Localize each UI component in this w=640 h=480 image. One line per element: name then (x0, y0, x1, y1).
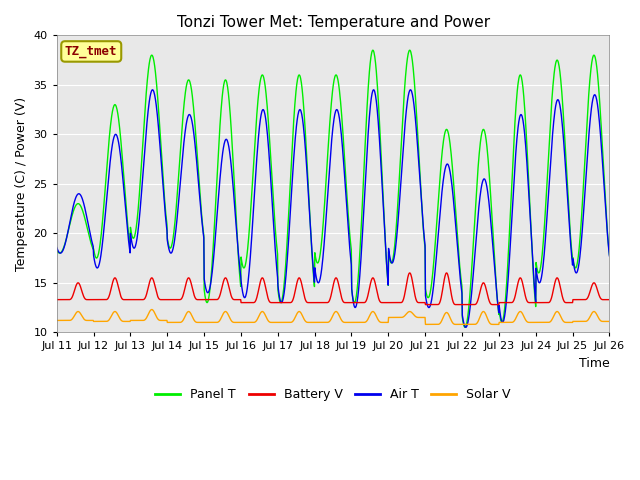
Solar V (492, 322, 500, 327)
Line: Panel T: Panel T (57, 50, 609, 327)
Battery V (419, 300, 427, 305)
Text: TZ_tmet: TZ_tmet (65, 45, 118, 58)
Panel T (492, 276, 500, 281)
Battery V (605, 297, 613, 302)
Air T (237, 281, 245, 287)
Solar V (605, 319, 613, 324)
Solar V (53, 318, 61, 324)
Battery V (53, 297, 61, 302)
Solar V (238, 320, 246, 325)
Battery V (443, 270, 451, 276)
Y-axis label: Temperature (C) / Power (V): Temperature (C) / Power (V) (15, 97, 28, 271)
Battery V (422, 302, 429, 308)
Panel T (419, 224, 427, 229)
Panel T (53, 247, 61, 253)
Air T (492, 279, 500, 285)
Line: Air T: Air T (57, 90, 609, 327)
Solar V (176, 320, 184, 325)
Air T (370, 87, 378, 93)
Title: Tonzi Tower Met: Temperature and Power: Tonzi Tower Met: Temperature and Power (177, 15, 490, 30)
Air T (53, 245, 61, 251)
Solar V (148, 307, 156, 312)
Air T (419, 222, 427, 228)
Battery V (237, 300, 245, 305)
Air T (176, 187, 184, 193)
Line: Solar V: Solar V (57, 310, 609, 324)
Line: Battery V: Battery V (57, 273, 609, 305)
Air T (605, 253, 613, 259)
Battery V (163, 297, 170, 302)
Solar V (163, 318, 170, 324)
Panel T (461, 324, 469, 330)
Battery V (541, 300, 548, 305)
Air T (163, 221, 170, 227)
Battery V (176, 297, 184, 302)
Battery V (492, 302, 500, 308)
Solar V (419, 314, 427, 320)
Air T (462, 324, 470, 330)
Solar V (541, 320, 548, 325)
Panel T (176, 158, 184, 164)
Panel T (541, 222, 548, 228)
Air T (541, 248, 548, 253)
Legend: Panel T, Battery V, Air T, Solar V: Panel T, Battery V, Air T, Solar V (150, 383, 516, 406)
Panel T (406, 48, 413, 53)
Panel T (605, 252, 613, 258)
Solar V (422, 322, 429, 327)
Panel T (237, 257, 245, 263)
X-axis label: Time: Time (579, 357, 609, 370)
Panel T (163, 215, 170, 220)
